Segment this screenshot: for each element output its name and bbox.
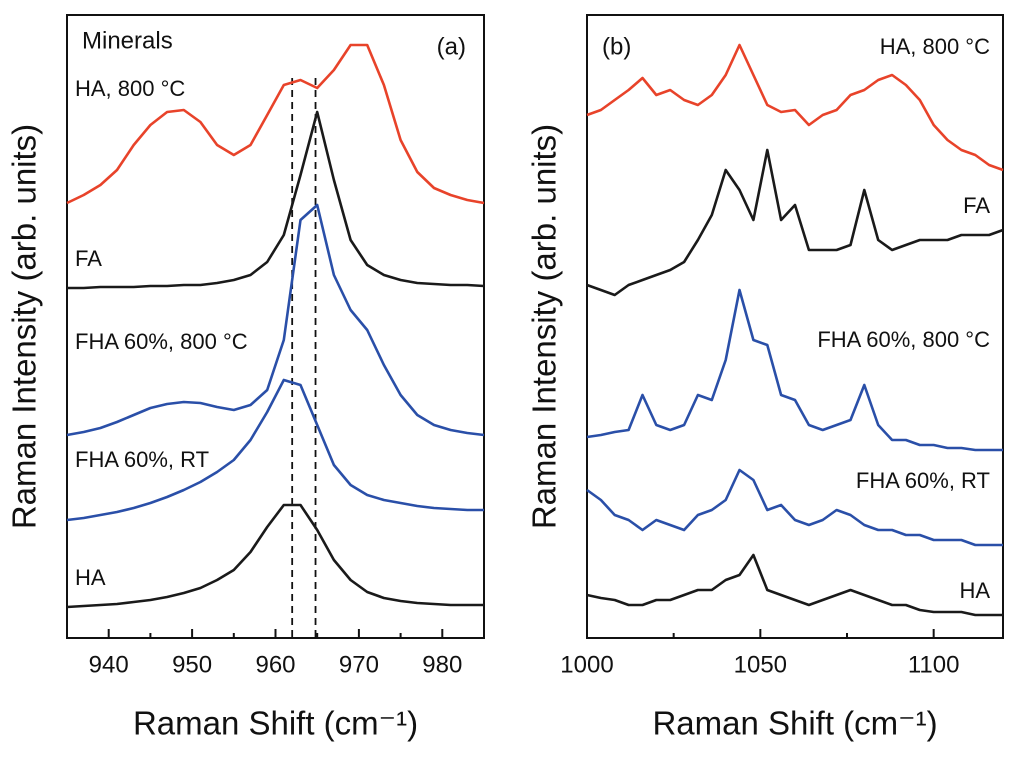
series-line [586, 148, 1004, 297]
annotation: (a) [437, 33, 466, 60]
plot-frame [586, 14, 1004, 639]
series-line [586, 468, 1003, 547]
x-tick-label: 960 [255, 651, 295, 678]
x-tick-label: 1100 [908, 651, 960, 678]
series-line [586, 553, 1003, 617]
x-axis-label: Raman Shift (cm⁻¹) [133, 705, 418, 742]
annotation: (b) [602, 33, 631, 60]
x-tick-label: 980 [422, 651, 462, 678]
series-line [66, 203, 485, 437]
x-tick-label: 1050 [734, 651, 787, 678]
series-label: HA [75, 565, 106, 590]
series-line [67, 110, 485, 290]
series-label: FA [75, 246, 102, 271]
series-line [66, 43, 485, 205]
series-label: HA [959, 578, 990, 603]
series-line [586, 288, 1003, 452]
series-label: FHA 60%, RT [856, 468, 990, 493]
series-label: FA [963, 193, 990, 218]
plot-frame [66, 14, 485, 639]
series-label: FHA 60%, RT [75, 447, 209, 472]
x-tick-label: 970 [339, 651, 379, 678]
x-tick-label: 1000 [560, 651, 613, 678]
series-label: HA, 800 °C [880, 34, 990, 59]
x-tick-label: 940 [89, 651, 129, 678]
series-label: FHA 60%, 800 °C [817, 327, 990, 352]
x-axis-label: Raman Shift (cm⁻¹) [652, 705, 937, 742]
x-tick-label: 950 [172, 651, 212, 678]
series-line [66, 378, 484, 522]
series-line [586, 43, 1004, 172]
series-label: HA, 800 °C [75, 76, 185, 101]
series-label: FHA 60%, 800 °C [75, 329, 248, 354]
annotation: Minerals [82, 27, 173, 54]
series-line [66, 503, 484, 609]
y-axis-label: Raman Intensity (arb. units) [6, 124, 43, 529]
y-axis-label: Raman Intensity (arb. units) [526, 124, 563, 529]
